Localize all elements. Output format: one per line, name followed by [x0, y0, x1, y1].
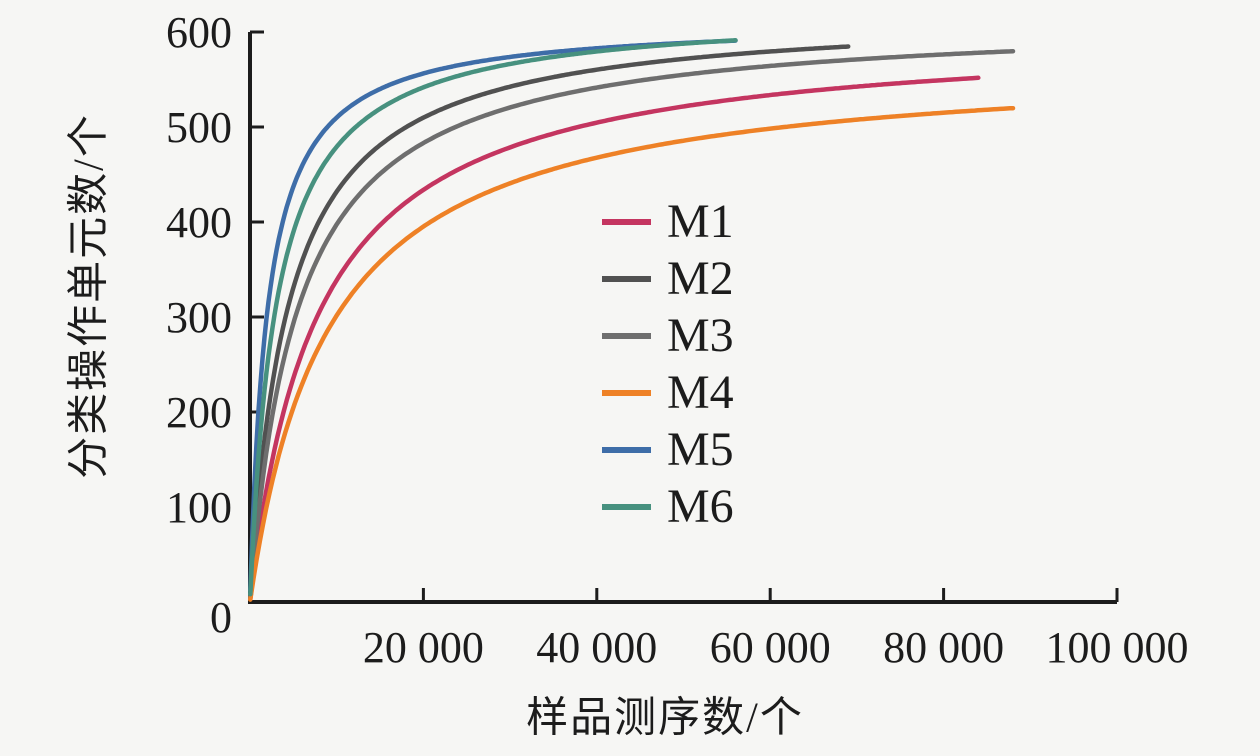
x-tick-label: 100 000 [1046, 623, 1189, 672]
series-m2-curve [248, 44, 851, 599]
y-tick-label: 600 [166, 8, 232, 57]
legend-label-m5: M5 [667, 422, 734, 476]
y-tick-label: 400 [166, 198, 232, 247]
legend: M1 M2 M3 M4 M5 M6 [602, 193, 734, 535]
legend-item-m4: M4 [602, 364, 734, 421]
series-m4-curve [248, 105, 1016, 602]
x-axis-title: 样品测序数/个 [526, 695, 804, 742]
series-m6-curve [248, 37, 738, 597]
legend-swatch-m6 [602, 503, 651, 510]
legend-label-m3: M3 [667, 308, 734, 362]
legend-swatch-m2 [602, 275, 651, 282]
y-tick-label: 0 [210, 593, 232, 642]
legend-item-m3: M3 [602, 307, 734, 364]
legend-item-m2: M2 [602, 250, 734, 307]
legend-swatch-m3 [602, 332, 651, 339]
legend-item-m1: M1 [602, 193, 734, 250]
legend-swatch-m5 [602, 446, 651, 453]
y-axis-title: 分类操作单元数/个 [66, 113, 113, 479]
x-tick-label: 80 000 [883, 623, 1004, 672]
legend-item-m5: M5 [602, 421, 734, 478]
y-tick-label: 200 [166, 388, 232, 437]
series-m1-curve [248, 75, 981, 602]
x-tick-label: 20 000 [363, 623, 484, 672]
legend-label-m2: M2 [667, 251, 734, 305]
series-m3-curve [248, 48, 1016, 601]
legend-label-m1: M1 [667, 194, 734, 248]
x-tick-label: 60 000 [710, 623, 831, 672]
x-tick-label: 40 000 [536, 623, 657, 672]
legend-label-m4: M4 [667, 365, 734, 419]
y-tick-label: 500 [166, 103, 232, 152]
legend-swatch-m4 [602, 389, 651, 396]
legend-label-m6: M6 [667, 479, 734, 533]
y-tick-label: 100 [166, 483, 232, 532]
legend-item-m6: M6 [602, 478, 734, 535]
legend-swatch-m1 [602, 218, 651, 225]
y-tick-label: 300 [166, 293, 232, 342]
